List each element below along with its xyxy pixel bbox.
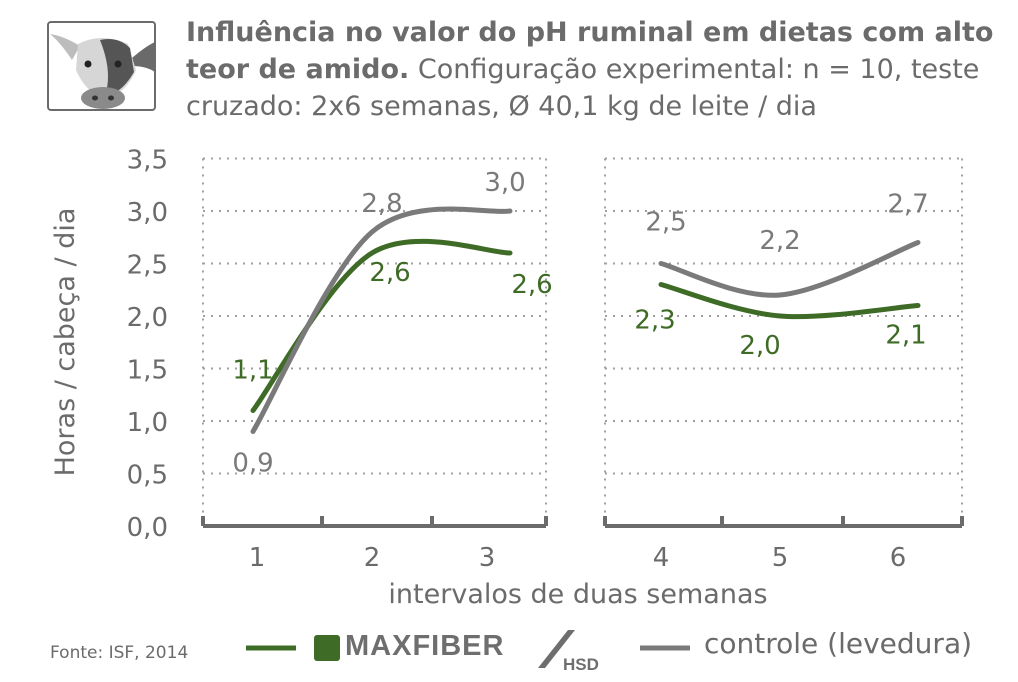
data-label-controle: 3,0 xyxy=(484,168,525,198)
y-tick-label: 2,5 xyxy=(127,251,168,281)
y-tick-label: 0,5 xyxy=(127,461,168,491)
data-label-controle: 2,7 xyxy=(887,190,928,220)
x-tick-label: 6 xyxy=(890,543,907,573)
y-tick-label: 1,5 xyxy=(127,356,168,386)
cow-head-icon xyxy=(47,21,156,111)
y-tick-label: 3,5 xyxy=(127,146,168,176)
data-label-maxfiber: 2,1 xyxy=(885,321,926,351)
chart-title-rest: Configuração experimental: n = 10, teste… xyxy=(186,54,980,122)
x-tick-label: 4 xyxy=(653,543,670,573)
data-label-controle: 2,8 xyxy=(361,189,402,219)
data-label-controle: 2,2 xyxy=(759,226,800,256)
source-note: Fonte: ISF, 2014 xyxy=(50,643,189,663)
data-label-controle: 0,9 xyxy=(232,449,273,479)
x-axis-label: intervalos de duas semanas xyxy=(388,579,767,610)
legend-maxfiber-square xyxy=(314,635,340,661)
data-label-maxfiber: 2,6 xyxy=(511,270,552,300)
y-tick-label: 1,0 xyxy=(127,408,168,438)
legend-brand-sub: HSD xyxy=(563,655,599,674)
chart-title-bold: Influência no valor do pH ruminal em die… xyxy=(186,17,994,85)
x-tick-label: 1 xyxy=(249,543,266,573)
x-tick-label: 2 xyxy=(364,543,381,573)
y-tick-label: 3,0 xyxy=(127,198,168,228)
data-label-maxfiber: 2,6 xyxy=(369,258,410,288)
series-line-controle xyxy=(658,240,921,298)
y-axis-label: Horas / cabeça / dia xyxy=(50,208,81,477)
data-label-controle: 2,5 xyxy=(645,208,686,238)
x-tick-label: 5 xyxy=(772,543,789,573)
y-tick-label: 0,0 xyxy=(127,513,168,543)
y-tick-label: 2,0 xyxy=(127,303,168,333)
chart-title: Influência no valor do pH ruminal em die… xyxy=(186,14,1006,125)
data-label-maxfiber: 1,1 xyxy=(232,356,273,386)
data-label-maxfiber: 2,0 xyxy=(739,331,780,361)
series-line-maxfiber xyxy=(658,282,921,320)
data-label-maxfiber: 2,3 xyxy=(634,306,675,336)
legend-brand-name: MAXFIBER xyxy=(345,630,505,662)
x-tick-label: 3 xyxy=(479,543,496,573)
legend-brand-slash xyxy=(538,630,575,668)
legend-controle-label: controle (levedura) xyxy=(704,627,973,660)
series-line-controle xyxy=(250,206,513,434)
series-line-maxfiber xyxy=(250,238,513,413)
